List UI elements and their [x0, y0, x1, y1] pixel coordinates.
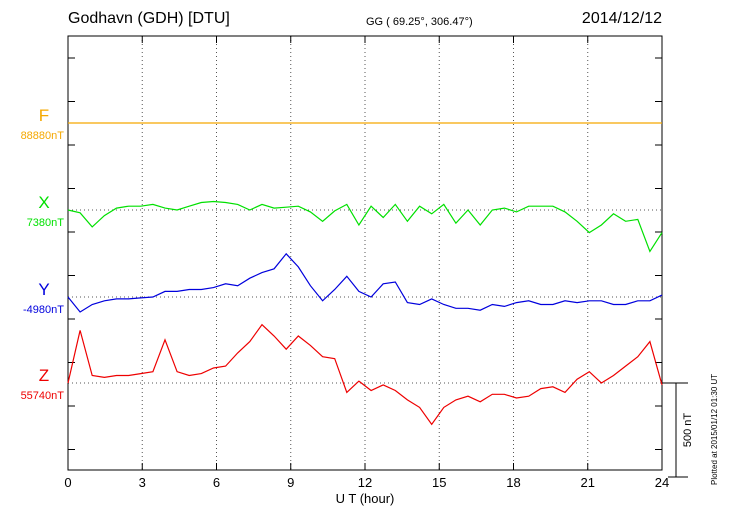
x-tick-label: 21	[581, 475, 595, 490]
x-tick-label: 3	[139, 475, 146, 490]
series-name-z: Z	[39, 366, 49, 385]
scale-bar-label: 500 nT	[682, 413, 694, 448]
series-line-y	[67, 252, 663, 313]
series-baseline-z: 55740nT	[21, 390, 65, 402]
plotted-timestamp: Plotted at 2015/01/12 01:30 UT	[710, 373, 719, 485]
station-title: Godhavn (GDH) [DTU]	[68, 10, 230, 27]
series-name-y: Y	[38, 280, 49, 299]
series-baseline-x: 7380nT	[27, 217, 65, 229]
x-tick-label: 24	[655, 475, 669, 490]
series-baseline-f: 88880nT	[21, 130, 65, 142]
x-axis-label: U T (hour)	[336, 491, 395, 506]
series-line-x	[67, 200, 663, 253]
series-baseline-y: -4980nT	[23, 304, 64, 316]
x-tick-label: 18	[506, 475, 520, 490]
x-tick-label: 6	[213, 475, 220, 490]
x-tick-label: 9	[287, 475, 294, 490]
x-tick-label: 0	[64, 475, 71, 490]
series-name-x: X	[38, 193, 49, 212]
series-line-z	[67, 323, 663, 426]
x-tick-label: 15	[432, 475, 446, 490]
x-tick-label: 12	[358, 475, 372, 490]
series-name-f: F	[39, 106, 49, 125]
chart-date: 2014/12/12	[581, 10, 662, 27]
geographic-coordinates: GG ( 69.25°, 306.47°)	[366, 16, 473, 28]
